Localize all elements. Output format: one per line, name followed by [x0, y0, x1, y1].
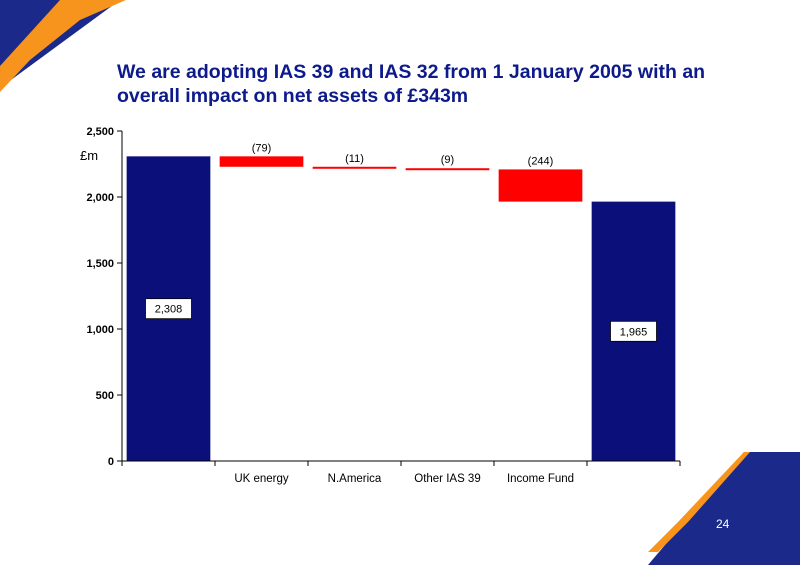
x-tick-label-4: Income Fund [507, 473, 574, 485]
title-line-1: We are adopting IAS 39 and IAS 32 from 1… [117, 61, 706, 83]
data-label-2: (11) [345, 153, 364, 165]
y-axis-unit-label: £m [80, 148, 98, 163]
data-label-1: (79) [252, 142, 272, 154]
decrease-bar-3 [405, 168, 490, 171]
decrease-bar-4 [498, 169, 583, 202]
x-tick-label-1: UK energy [234, 473, 289, 485]
data-label-0: 2,308 [155, 304, 183, 316]
data-label-box-0 [145, 298, 192, 320]
y-tick-label-0: 0 [108, 456, 114, 468]
x-tick-label-2: N.America [328, 473, 382, 485]
y-tick-label-2: 1,000 [86, 324, 114, 336]
y-tick-label-4: 2,000 [86, 192, 114, 204]
top-left-corner-decoration [0, 0, 126, 92]
bottom-right-corner-decoration [648, 452, 800, 565]
page-number: 24 [716, 517, 730, 531]
data-label-5: 1,965 [620, 326, 648, 338]
y-tick-label-3: 1,500 [86, 258, 114, 270]
x-tick-label-3: Other IAS 39 [414, 473, 480, 485]
decrease-bar-1 [219, 156, 304, 167]
y-tick-label-5: 2,500 [86, 126, 114, 138]
slide-title: We are adopting IAS 39 and IAS 32 from 1… [117, 60, 757, 108]
y-tick-label-1: 500 [96, 390, 114, 402]
title-line-2: overall impact on net assets of £343m [117, 85, 469, 107]
decrease-bar-2 [312, 166, 397, 169]
data-label-box-5 [610, 320, 657, 342]
data-label-4: (244) [528, 155, 554, 167]
data-label-3: (9) [441, 154, 454, 166]
